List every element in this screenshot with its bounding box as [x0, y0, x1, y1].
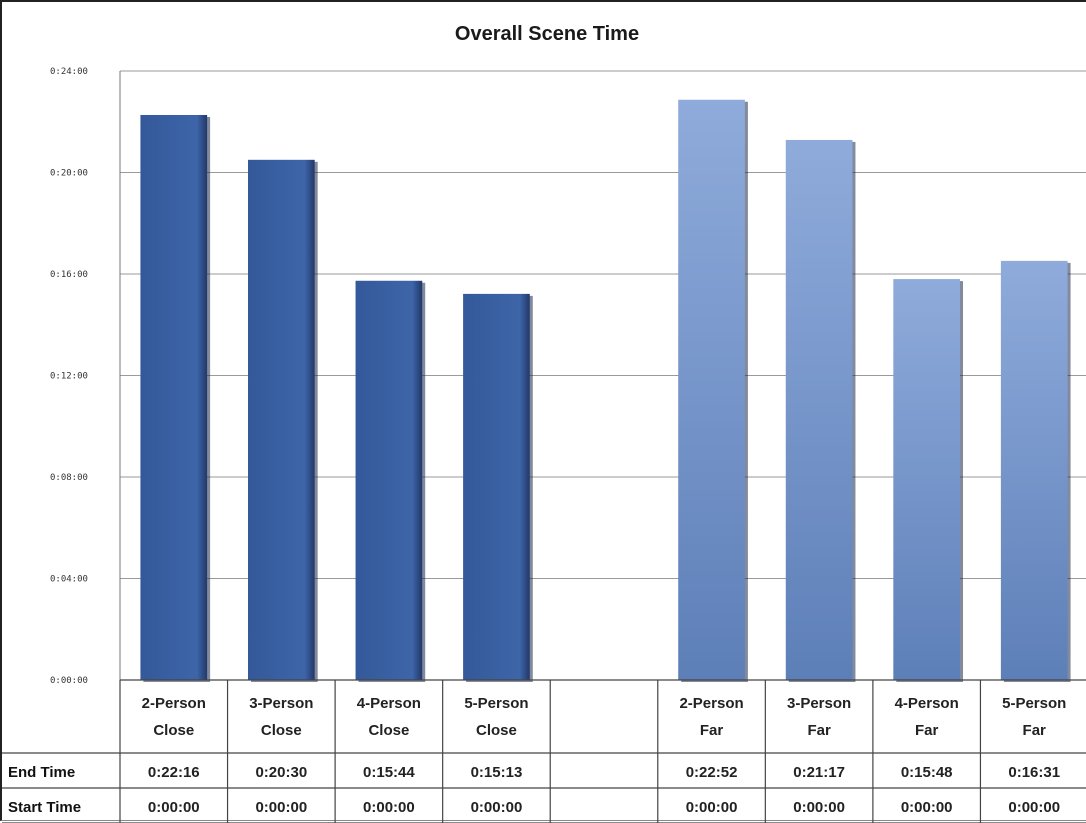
data-label: 0:22:52: [686, 764, 738, 781]
bar: [140, 114, 208, 680]
data-label: 0:21:17: [793, 764, 845, 781]
series-row-label: End Time: [8, 764, 75, 781]
bar: [678, 99, 745, 681]
bar: [785, 139, 853, 680]
bar: [893, 279, 961, 680]
category-label: 4-Person: [357, 695, 421, 712]
data-label: 0:00:00: [1008, 799, 1060, 816]
y-tick-label: 0:08:00: [50, 473, 88, 483]
data-label: 0:15:44: [363, 764, 415, 781]
category-label: Close: [261, 722, 302, 739]
category-label: 4-Person: [895, 695, 959, 712]
category-label: Far: [807, 722, 831, 739]
category-label: 5-Person: [1002, 695, 1066, 712]
category-label: Close: [153, 722, 194, 739]
series-row-label: Start Time: [8, 799, 81, 816]
data-label: 0:20:30: [255, 764, 307, 781]
bar: [355, 280, 423, 680]
data-label: 0:00:00: [471, 799, 523, 816]
bar: [463, 293, 530, 680]
data-label: 0:00:00: [255, 799, 307, 816]
y-tick-label: 0:12:00: [50, 372, 88, 382]
data-label: 0:15:13: [471, 764, 523, 781]
data-label: 0:00:00: [148, 799, 200, 816]
category-label: 2-Person: [142, 695, 206, 712]
y-tick-label: 0:24:00: [50, 67, 88, 77]
category-label: 3-Person: [787, 695, 851, 712]
y-tick-label: 0:00:00: [50, 676, 88, 686]
category-label: Close: [476, 722, 517, 739]
category-label: Far: [700, 722, 724, 739]
y-tick-label: 0:04:00: [50, 575, 88, 585]
category-label: 5-Person: [464, 695, 528, 712]
data-label: 0:15:48: [901, 764, 953, 781]
category-label: 3-Person: [249, 695, 313, 712]
category-label: Close: [368, 722, 409, 739]
category-label: Far: [1023, 722, 1047, 739]
data-label: 0:00:00: [793, 799, 845, 816]
category-label: Far: [915, 722, 939, 739]
data-label: 0:00:00: [686, 799, 738, 816]
y-tick-label: 0:16:00: [50, 270, 88, 280]
chart-title: Overall Scene Time: [455, 23, 639, 45]
data-label: 0:22:16: [148, 764, 200, 781]
bar: [1000, 260, 1068, 680]
y-tick-label: 0:20:00: [50, 169, 88, 179]
category-label: 2-Person: [679, 695, 743, 712]
data-label: 0:16:31: [1008, 764, 1060, 781]
bar: [247, 159, 315, 680]
data-label: 0:00:00: [901, 799, 953, 816]
data-label: 0:00:00: [363, 799, 415, 816]
